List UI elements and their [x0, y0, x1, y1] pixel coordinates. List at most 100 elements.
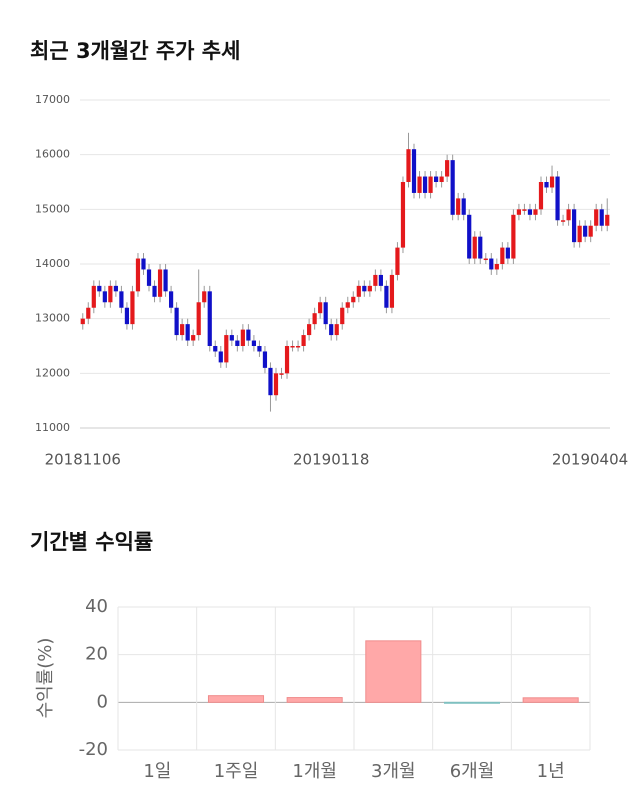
- y-tick-label: 13000: [35, 312, 70, 325]
- candle-body: [235, 340, 240, 346]
- candle-body: [174, 307, 179, 336]
- candle-body: [389, 274, 395, 308]
- bar: [207, 695, 265, 703]
- candle-body: [549, 176, 555, 188]
- candle-body: [284, 346, 290, 374]
- candle-body: [411, 149, 417, 193]
- candle-body: [240, 329, 245, 346]
- x-tick-label: 6개월: [450, 761, 495, 782]
- candle-body: [373, 274, 378, 286]
- x-tick-label: 20190404: [552, 451, 628, 469]
- candle-body: [312, 313, 317, 325]
- x-tick-label: 1일: [143, 761, 171, 782]
- candle-body: [533, 209, 538, 215]
- candle-body: [362, 285, 367, 292]
- candle-body: [135, 258, 141, 292]
- candle-body: [251, 340, 257, 346]
- candle-body: [185, 324, 190, 341]
- candle-body: [301, 335, 306, 346]
- candle-body: [384, 285, 389, 308]
- x-tick-label: 1개월: [292, 761, 337, 782]
- candle-body: [108, 285, 113, 303]
- candle-body: [102, 291, 107, 303]
- candle-body: [329, 324, 334, 336]
- candle-body: [395, 247, 400, 275]
- candle-body: [307, 324, 312, 336]
- candle-body: [439, 176, 444, 182]
- candle-body: [130, 291, 135, 325]
- candle-body: [97, 285, 102, 292]
- candle-body: [594, 209, 599, 226]
- candle-body: [295, 346, 301, 348]
- candle-body: [196, 302, 201, 336]
- candle-body: [544, 182, 549, 188]
- candle-body: [191, 335, 196, 341]
- x-tick-label: 20190118: [293, 451, 369, 469]
- bar: [443, 701, 501, 704]
- candle-body: [290, 346, 295, 348]
- candle-body: [505, 247, 510, 259]
- candle-body: [599, 209, 604, 226]
- candle-body: [494, 264, 499, 270]
- candle-body: [80, 318, 85, 325]
- candle-body: [605, 214, 610, 226]
- candle-body: [378, 274, 383, 286]
- candle-body: [461, 198, 466, 215]
- candle-body: [262, 351, 268, 368]
- candle-body: [168, 291, 174, 308]
- candle-body: [141, 258, 146, 270]
- candle-body: [572, 209, 577, 243]
- candle-body: [202, 291, 207, 303]
- candle-body: [406, 149, 411, 182]
- candle-body: [522, 209, 527, 211]
- candle-body: [157, 269, 163, 297]
- y-tick-label: 15000: [35, 202, 70, 215]
- candle-body: [356, 285, 361, 297]
- candle-body: [367, 285, 372, 292]
- candle-body: [124, 307, 130, 325]
- candle-body: [229, 335, 234, 341]
- candle-body: [246, 329, 251, 341]
- candle-body: [345, 302, 350, 308]
- y-tick-label: 12000: [35, 366, 70, 379]
- bar: [365, 640, 422, 703]
- candle-body: [417, 176, 422, 193]
- candle-body: [279, 373, 284, 375]
- candle-body: [268, 367, 273, 396]
- candle-body: [538, 182, 544, 210]
- candle-body: [555, 176, 560, 221]
- candle-body: [213, 346, 218, 352]
- x-tick-label: 3개월: [371, 761, 416, 782]
- candle-body: [450, 160, 455, 215]
- candle-body: [273, 373, 279, 396]
- chart-title: 최근 3개월간 주가 추세: [30, 39, 240, 63]
- candle-body: [472, 236, 477, 259]
- x-tick-label: 1주일: [214, 761, 259, 782]
- candle-body: [207, 291, 212, 346]
- y-tick-label: 17000: [35, 93, 70, 106]
- candle-body: [351, 296, 356, 303]
- candle-body: [483, 258, 488, 261]
- candle-body: [566, 209, 571, 221]
- candle-body: [257, 346, 262, 352]
- candle-body: [527, 209, 533, 215]
- candle-body: [113, 285, 118, 292]
- candle-body: [588, 225, 593, 237]
- chart-title: 기간별 수익률: [30, 530, 153, 554]
- candle-body: [456, 198, 461, 215]
- y-tick-label: 20: [85, 644, 108, 665]
- candle-body: [489, 258, 494, 270]
- y-tick-label: 11000: [35, 421, 70, 434]
- candle-body: [318, 302, 323, 314]
- y-tick-label: 0: [97, 691, 108, 712]
- x-tick-label: 20181106: [45, 451, 121, 469]
- candle-body: [422, 176, 428, 193]
- y-axis-label: 수익률(%): [35, 638, 56, 719]
- bar: [286, 697, 343, 703]
- candle-body: [323, 302, 328, 325]
- candle-body: [146, 269, 152, 286]
- candle-body: [433, 176, 439, 182]
- y-tick-label: 16000: [35, 148, 70, 161]
- candle-body: [163, 269, 168, 292]
